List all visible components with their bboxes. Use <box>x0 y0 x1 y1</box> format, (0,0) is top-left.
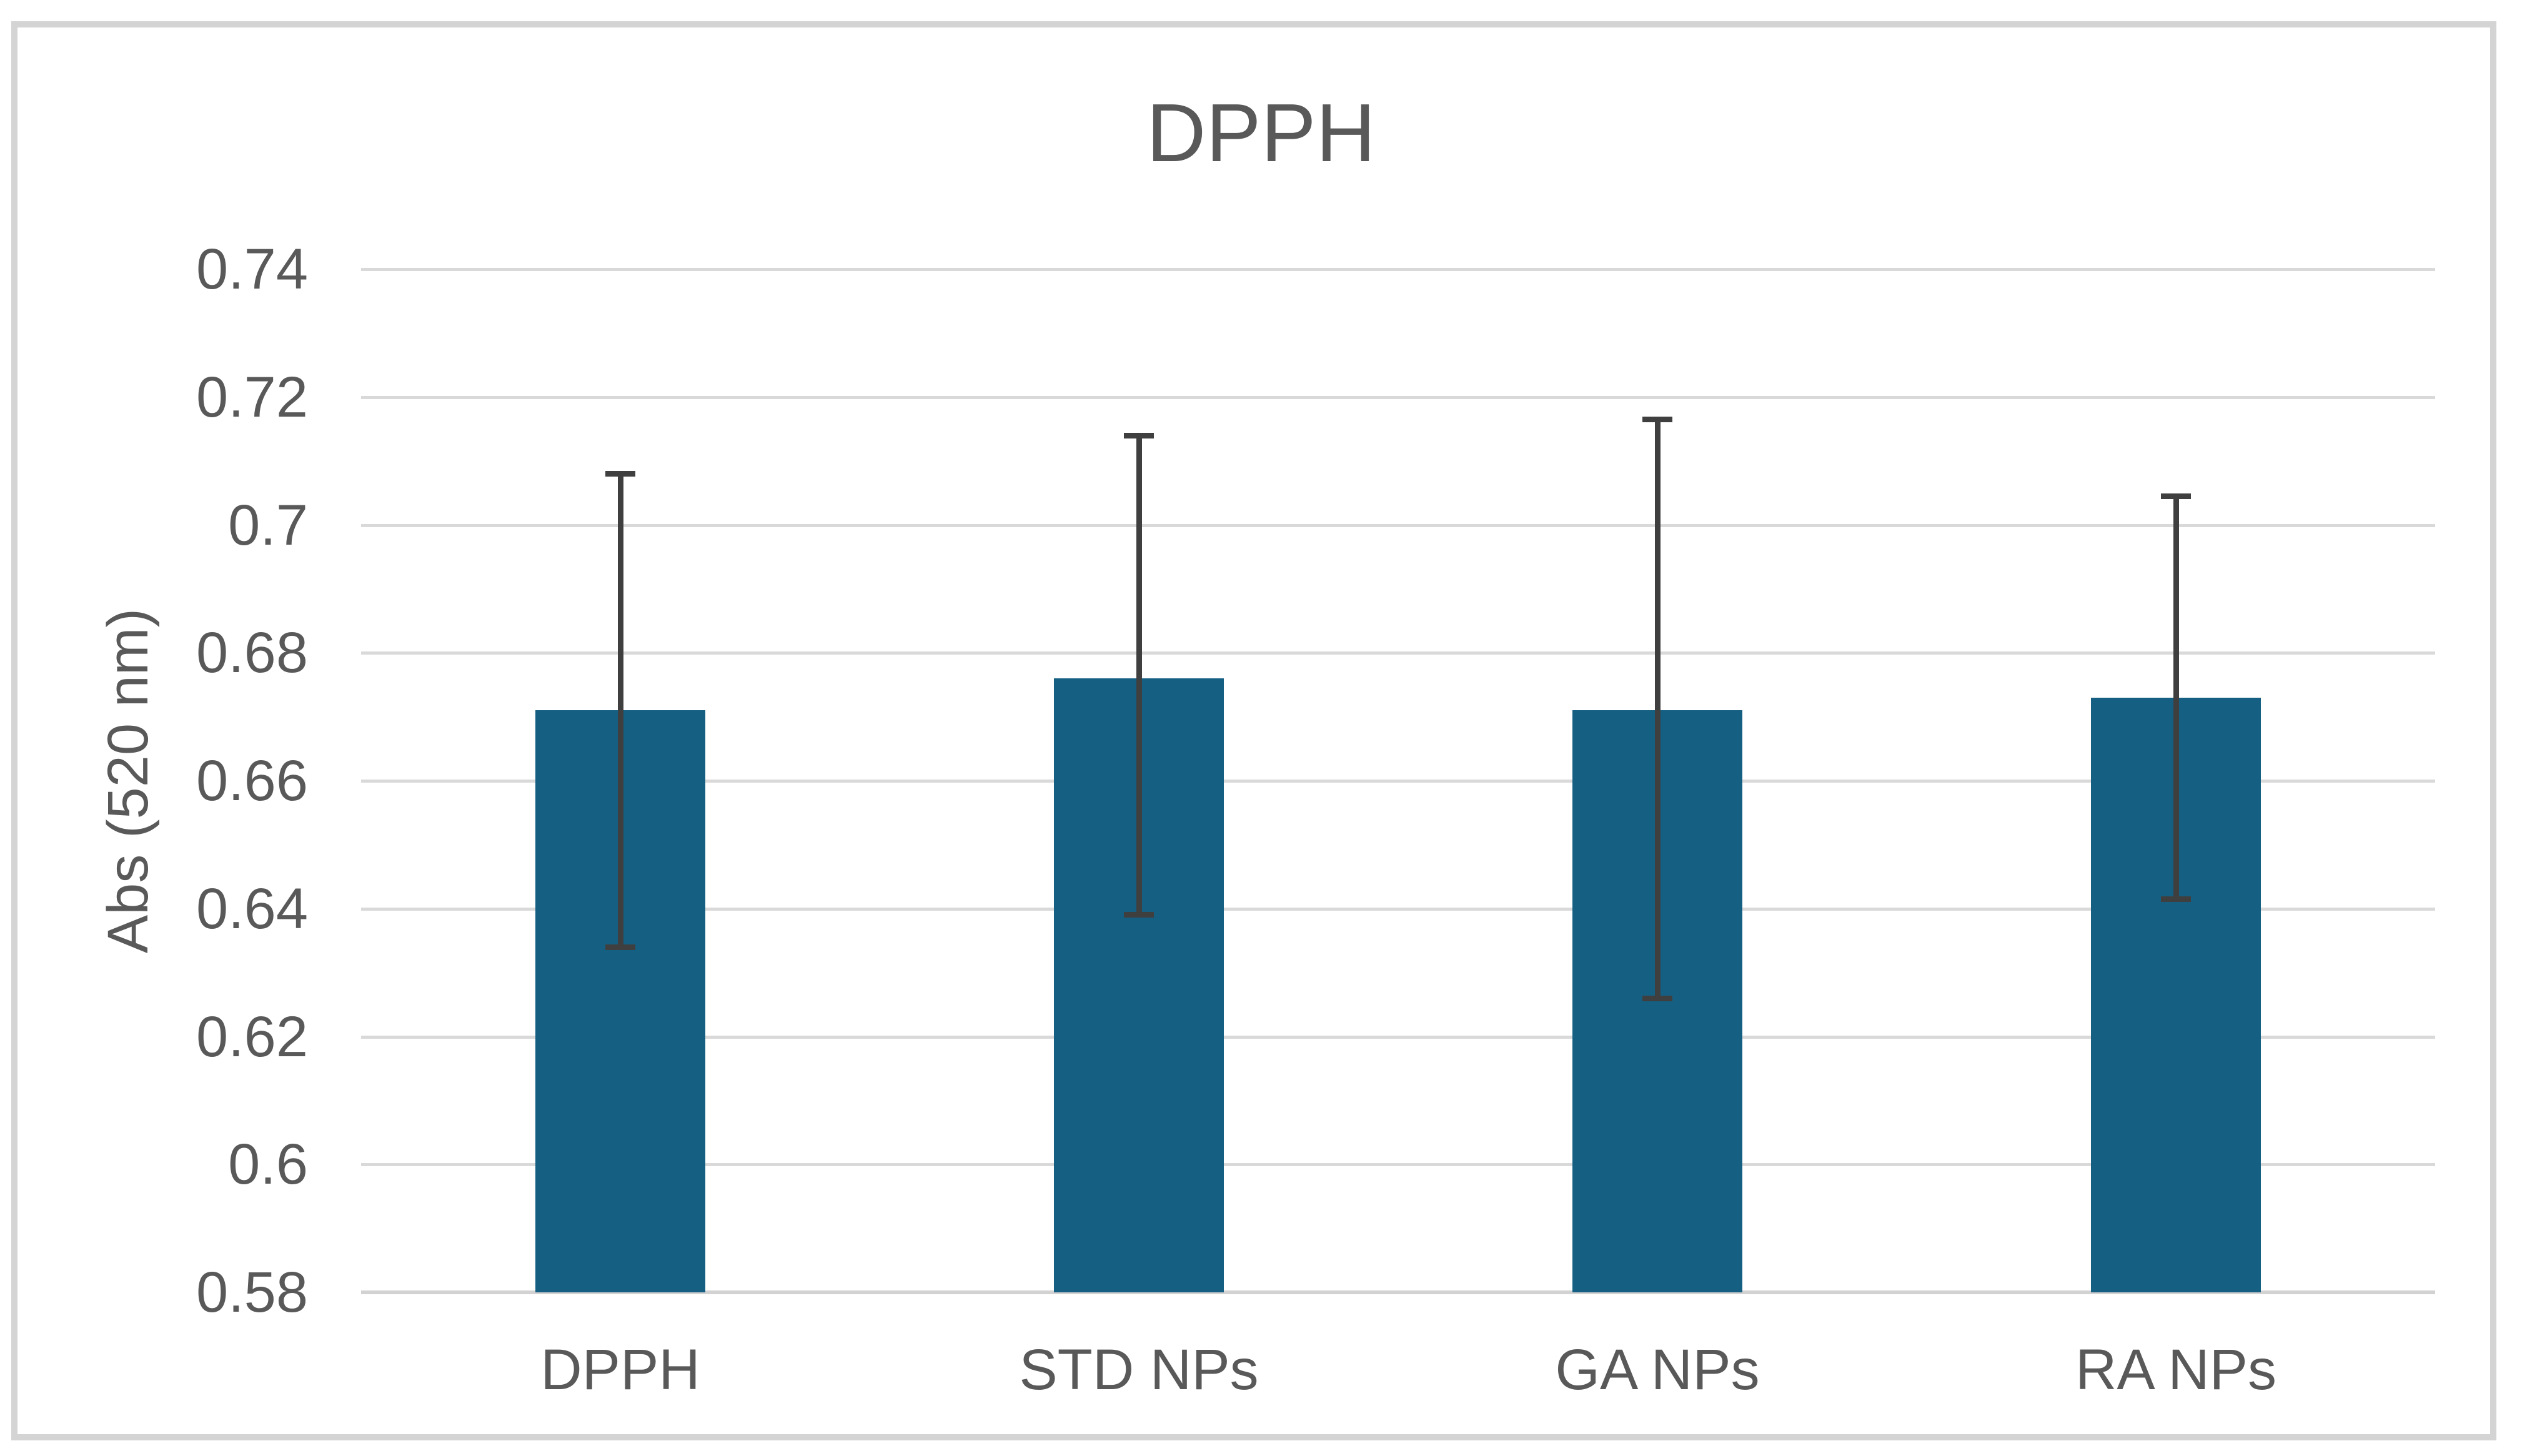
chart-title: DPPH <box>1146 87 1376 179</box>
gridline <box>361 780 2435 783</box>
y-tick-label: 0.62 <box>196 1004 308 1069</box>
gridline <box>361 395 2435 399</box>
error-bar-cap-top <box>1124 432 1154 438</box>
y-tick-label: 0.58 <box>196 1260 308 1324</box>
gridline <box>361 907 2435 911</box>
y-tick-label: 0.66 <box>196 749 308 813</box>
gridline <box>361 523 2435 527</box>
x-category-label: GA NPs <box>1555 1338 1760 1402</box>
error-bar-line <box>2173 496 2179 899</box>
error-bar-line <box>1136 435 1142 915</box>
gridline <box>361 651 2435 655</box>
error-bar-cap-top <box>2161 493 2191 499</box>
y-tick-label: 0.74 <box>196 237 308 301</box>
error-bar-line <box>617 473 623 948</box>
x-axis-line <box>361 1290 2435 1294</box>
error-bar-cap-bottom <box>1124 912 1154 918</box>
error-bar-cap-bottom <box>2161 896 2191 902</box>
gridline <box>361 1035 2435 1039</box>
gridline <box>361 1163 2435 1167</box>
error-bar-cap-bottom <box>605 944 635 950</box>
error-bar-line <box>1654 419 1661 999</box>
gridline <box>361 268 2435 271</box>
y-tick-label: 0.7 <box>228 493 308 557</box>
error-bar-cap-top <box>1642 417 1672 423</box>
x-category-label: DPPH <box>540 1338 700 1402</box>
y-tick-label: 0.72 <box>196 365 308 429</box>
x-category-label: STD NPs <box>1019 1338 1259 1402</box>
y-tick-label: 0.68 <box>196 621 308 685</box>
chart-outer-border <box>11 21 2496 1440</box>
y-tick-label: 0.6 <box>228 1132 308 1197</box>
y-tick-label: 0.64 <box>196 876 308 941</box>
x-category-label: RA NPs <box>2075 1338 2277 1402</box>
error-bar-cap-bottom <box>1642 995 1672 1001</box>
error-bar-cap-top <box>605 471 635 477</box>
